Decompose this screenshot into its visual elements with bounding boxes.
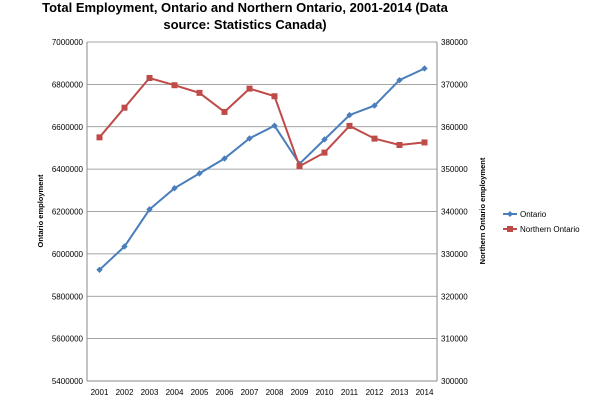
data-point-square bbox=[396, 141, 403, 148]
series-line-2 bbox=[98, 76, 425, 168]
data-point-diamond bbox=[371, 102, 378, 109]
x-tick-label: 2003 bbox=[141, 388, 159, 397]
data-point-square bbox=[171, 82, 178, 89]
right-y-tick-label: 380000 bbox=[441, 38, 468, 47]
x-tick-label: 2013 bbox=[391, 388, 409, 397]
left-y-axis-label: Ontario employment bbox=[36, 174, 45, 247]
legend-label: Northern Ontario bbox=[520, 225, 580, 234]
right-y-tick-label: 340000 bbox=[441, 208, 468, 217]
chart-title-line1: Total Employment, Ontario and Northern O… bbox=[42, 0, 448, 15]
right-y-tick-label: 320000 bbox=[441, 292, 468, 301]
legend-label: Ontario bbox=[520, 210, 547, 219]
legend-marker-diamond bbox=[507, 211, 513, 217]
legend: Ontario Northern Ontario bbox=[503, 210, 580, 234]
data-point-diamond bbox=[246, 135, 253, 142]
data-point-square bbox=[321, 149, 328, 156]
data-point-diamond bbox=[346, 111, 353, 119]
right-y-tick-label: 350000 bbox=[441, 165, 468, 174]
x-tick-labels: 2001 2002 2003 2004 2005 2006 2007 2008 2009 2010… bbox=[91, 388, 434, 397]
data-point-square bbox=[371, 135, 378, 142]
x-tick-label: 2006 bbox=[216, 388, 234, 397]
right-y-tick-label: 330000 bbox=[441, 250, 468, 259]
right-y-tick-labels: 300000 310000 320000 330000 340000 350000 3600… bbox=[441, 38, 468, 386]
left-y-tick-label: 6200000 bbox=[52, 208, 84, 217]
right-y-tick-label: 310000 bbox=[441, 335, 468, 344]
left-y-tick-label: 5800000 bbox=[52, 292, 84, 301]
x-tick-label: 2005 bbox=[191, 388, 209, 397]
data-point-diamond bbox=[171, 184, 178, 192]
series-line-1 bbox=[98, 67, 425, 271]
data-point-square bbox=[346, 122, 353, 129]
data-point-diamond bbox=[121, 243, 128, 250]
data-point-square bbox=[296, 163, 303, 170]
data-point-diamond bbox=[221, 155, 228, 162]
left-y-tick-label: 6000000 bbox=[52, 250, 84, 259]
left-y-tick-labels: 5400000 5600000 5800000 6000000 6200000 64000… bbox=[52, 38, 84, 386]
x-tick-label: 2002 bbox=[116, 388, 134, 397]
chart-title-line2: source: Statistics Canada) bbox=[163, 17, 326, 32]
data-point-diamond bbox=[421, 65, 428, 72]
x-tick-label: 2009 bbox=[291, 388, 309, 397]
data-point-square bbox=[221, 108, 228, 115]
right-y-tick-label: 370000 bbox=[441, 80, 468, 89]
x-tick-label: 2004 bbox=[166, 388, 184, 397]
x-tick-label: 2008 bbox=[266, 388, 284, 397]
legend-marker-square bbox=[507, 226, 513, 232]
x-tick-label: 2010 bbox=[316, 388, 334, 397]
data-point-square bbox=[196, 89, 203, 96]
series-layer bbox=[96, 65, 428, 273]
data-point-square bbox=[246, 85, 253, 92]
data-point-diamond bbox=[96, 266, 103, 273]
x-tick-label: 2007 bbox=[241, 388, 259, 397]
left-y-tick-label: 5600000 bbox=[52, 335, 84, 344]
x-tick-label: 2012 bbox=[366, 388, 384, 397]
left-y-tick-label: 5400000 bbox=[52, 377, 84, 386]
data-point-diamond bbox=[146, 206, 153, 213]
right-y-tick-label: 360000 bbox=[441, 123, 468, 132]
data-point-square bbox=[146, 75, 153, 82]
left-y-tick-label: 6400000 bbox=[52, 165, 84, 174]
left-y-tick-label: 6800000 bbox=[52, 80, 84, 89]
data-point-diamond bbox=[396, 76, 403, 84]
x-tick-label: 2014 bbox=[416, 388, 434, 397]
x-tick-label: 2011 bbox=[341, 388, 359, 397]
right-y-axis-label: Northern Ontario employment bbox=[478, 157, 487, 264]
data-point-diamond bbox=[321, 136, 328, 143]
data-point-square bbox=[271, 93, 278, 100]
gridlines bbox=[87, 83, 437, 340]
data-point-square bbox=[421, 139, 428, 146]
left-y-tick-label: 7000000 bbox=[52, 38, 84, 47]
left-y-tick-label: 6600000 bbox=[52, 123, 84, 132]
right-y-tick-label: 300000 bbox=[441, 377, 468, 386]
x-tick-label: 2001 bbox=[91, 388, 109, 397]
data-point-square bbox=[121, 104, 128, 111]
data-point-square bbox=[96, 134, 103, 141]
data-point-diamond bbox=[196, 170, 203, 177]
data-point-diamond bbox=[271, 122, 278, 129]
